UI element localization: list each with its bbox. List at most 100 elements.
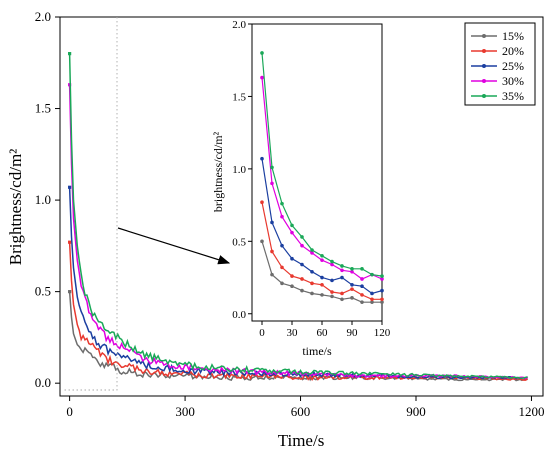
inset-point bbox=[350, 287, 354, 291]
inset-point bbox=[290, 274, 294, 278]
legend-swatch-marker-2 bbox=[482, 64, 486, 68]
inset-point bbox=[350, 282, 354, 287]
inset-x-tick-label: 30 bbox=[287, 327, 299, 339]
inset-point bbox=[290, 284, 294, 289]
y-axis-title: Brightness/cd/m² bbox=[6, 149, 25, 266]
inset-point bbox=[300, 262, 304, 267]
inset-point bbox=[370, 300, 374, 304]
x-tick-label: 1200 bbox=[518, 404, 544, 419]
inset-point bbox=[330, 259, 334, 264]
inset-point bbox=[260, 200, 264, 204]
legend-swatch-marker-0 bbox=[482, 34, 486, 38]
legend-label-1: 20% bbox=[502, 44, 524, 58]
inset-point bbox=[330, 262, 334, 267]
y-tick-label: 0.0 bbox=[35, 375, 51, 390]
inset-point bbox=[350, 296, 354, 300]
inset-point bbox=[260, 51, 264, 55]
x-tick-label: 600 bbox=[291, 404, 311, 419]
legend-label-2: 25% bbox=[502, 59, 524, 73]
x-tick-label: 300 bbox=[175, 404, 195, 419]
inset-x-tick-label: 0 bbox=[259, 327, 265, 339]
series-marker-2 bbox=[68, 185, 72, 189]
zoom-region-outline bbox=[64, 17, 118, 391]
legend-swatch-marker-3 bbox=[482, 79, 486, 83]
inset-point bbox=[380, 277, 384, 281]
inset-point bbox=[280, 243, 284, 248]
inset-y-tick-label: 1.0 bbox=[232, 164, 246, 176]
inset-point bbox=[320, 258, 324, 262]
inset-point bbox=[330, 278, 334, 283]
inset-point bbox=[360, 293, 364, 297]
inset-point bbox=[350, 269, 354, 274]
series-marker-4 bbox=[68, 52, 72, 56]
inset-point bbox=[310, 248, 314, 252]
inset-y-tick-label: 0.5 bbox=[232, 236, 246, 248]
inset-point bbox=[340, 275, 344, 280]
inset-point bbox=[270, 181, 274, 186]
series-marker-0 bbox=[68, 290, 72, 294]
legend-label-3: 30% bbox=[502, 74, 524, 88]
legend-label-0: 15% bbox=[502, 29, 524, 43]
legend: 15%20%25%30%35% bbox=[464, 22, 536, 106]
inset-y-tick-label: 1.5 bbox=[232, 91, 246, 103]
x-tick-label: 900 bbox=[406, 404, 426, 419]
legend-swatch-marker-4 bbox=[482, 94, 486, 98]
x-axis-title: Time/s bbox=[278, 431, 325, 450]
inset-point bbox=[320, 275, 324, 280]
inset-point bbox=[320, 282, 324, 287]
y-tick-label: 2.0 bbox=[35, 9, 51, 24]
legend-label-4: 35% bbox=[502, 89, 524, 103]
series-marker-1 bbox=[68, 240, 72, 244]
inset-y-axis-title: brightness/cd/m² bbox=[211, 131, 225, 212]
inset-series-lines bbox=[260, 51, 384, 304]
plot-frame bbox=[59, 16, 544, 397]
inset-point bbox=[340, 264, 344, 268]
inset-point bbox=[330, 290, 334, 294]
inset-axis-ticks: 0 30 60 90 120 0.0 0.5 1.0 1.5 2.0 bbox=[232, 19, 391, 339]
series-line-4 bbox=[68, 53, 528, 380]
inset-point bbox=[380, 288, 384, 293]
zoom-arrow bbox=[117, 227, 231, 265]
y-tick-label: 0.5 bbox=[35, 284, 51, 299]
inset-point bbox=[270, 249, 274, 254]
inset-point bbox=[340, 268, 344, 273]
inset-point bbox=[270, 165, 274, 170]
inset-point bbox=[300, 288, 304, 293]
inset-x-tick-label: 120 bbox=[374, 327, 391, 339]
inset-point bbox=[320, 293, 324, 297]
inset-point bbox=[370, 297, 374, 302]
inset-point bbox=[300, 243, 304, 248]
inset-point bbox=[370, 272, 374, 277]
inset-point bbox=[280, 281, 284, 286]
legend-swatch-marker-1 bbox=[482, 49, 486, 53]
main-series-lines bbox=[68, 52, 529, 382]
inset-point bbox=[340, 291, 344, 296]
inset-point bbox=[280, 214, 284, 219]
inset-point bbox=[310, 269, 314, 274]
inset-point bbox=[360, 284, 364, 289]
inset-point bbox=[270, 272, 274, 277]
inset-point bbox=[270, 220, 274, 225]
inset-point bbox=[280, 201, 284, 206]
y-tick-label: 1.0 bbox=[35, 192, 51, 207]
inset-point bbox=[350, 267, 354, 271]
inset-x-axis-title: time/s bbox=[302, 344, 332, 358]
inset-y-tick-label: 2.0 bbox=[232, 19, 246, 31]
inset-point bbox=[360, 267, 364, 271]
inset-point bbox=[260, 75, 264, 80]
x-tick-label: 0 bbox=[66, 404, 73, 419]
inset-point bbox=[380, 297, 384, 302]
inset-point bbox=[320, 254, 324, 258]
inset-point bbox=[300, 235, 304, 239]
inset-point bbox=[370, 291, 374, 296]
inset-point bbox=[310, 281, 314, 286]
inset-point bbox=[340, 297, 344, 302]
inset-point bbox=[310, 291, 314, 296]
inset-point bbox=[290, 230, 294, 235]
inset-point bbox=[310, 251, 314, 255]
inset-point bbox=[290, 256, 294, 261]
inset-point bbox=[280, 265, 284, 270]
inset-point bbox=[260, 156, 264, 161]
